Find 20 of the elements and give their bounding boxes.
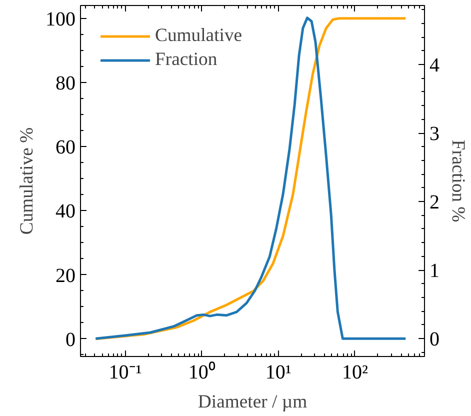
y2-tick-label: 2 [430, 192, 440, 214]
y2-tick-label: 3 [430, 123, 440, 146]
x-tick-label: 10² [342, 362, 368, 384]
y2-tick-label: 1 [430, 260, 440, 282]
legend-label: Fraction [155, 49, 218, 71]
y-axis-title: Cumulative % [16, 127, 38, 235]
legend-label: Cumulative [155, 25, 242, 47]
x-tick-label: 10¹ [265, 362, 292, 384]
y2-axis-title: Fraction % [448, 140, 468, 222]
y-tick-label: 40 [56, 200, 76, 223]
y2-tick-label: 4 [430, 54, 440, 76]
y-tick-label: 20 [56, 264, 76, 287]
x-tick-label: 10⁻¹ [108, 362, 142, 384]
y-tick-label: 100 [46, 8, 76, 30]
y2-tick-label: 0 [430, 328, 440, 351]
y-tick-label: 60 [56, 136, 76, 159]
y-tick-label: 80 [56, 72, 76, 94]
x-tick-label: 10⁰ [188, 360, 216, 384]
y-tick-label: 0 [66, 328, 76, 351]
x-axis-title: Diameter / µm [198, 392, 308, 412]
